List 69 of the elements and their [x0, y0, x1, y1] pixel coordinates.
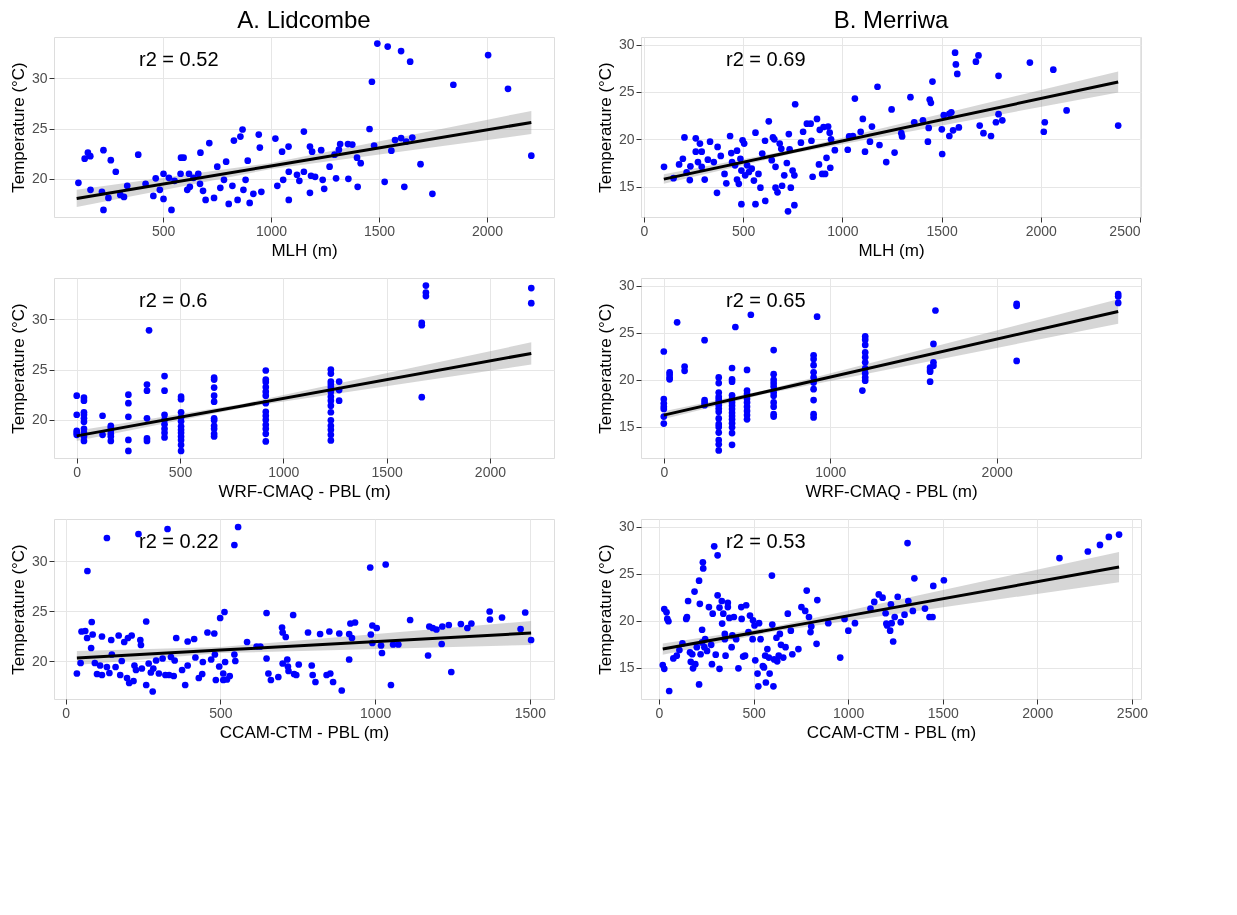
x-tick-label: 1000 — [833, 704, 865, 721]
x-axis-title: MLH (m) — [271, 240, 338, 260]
annotation: r2 = 0.22 — [139, 530, 219, 553]
y-tick-label: 25 — [31, 120, 48, 137]
y-tick-label: 30 — [618, 36, 635, 53]
y-tick-label: 30 — [618, 518, 635, 535]
annotation: r2 = 0.52 — [139, 48, 219, 71]
x-tick-label: 2000 — [981, 463, 1013, 480]
x-tick-label: 500 — [209, 704, 233, 721]
x-tick-label: 0 — [660, 463, 669, 480]
x-tick-label: 1500 — [371, 463, 403, 480]
x-tick-label: 1500 — [363, 222, 396, 239]
y-axis-title: Temperature (°C) — [8, 62, 28, 193]
y-tick-label: 15 — [618, 659, 635, 676]
chart-title: B. Merriwa — [833, 6, 949, 33]
x-tick-label: 500 — [732, 222, 756, 239]
annotation: r2 = 0.6 — [139, 289, 208, 312]
y-tick-label: 25 — [618, 324, 635, 341]
y-tick-label: 30 — [31, 552, 48, 569]
y-axis-title: Temperature (°C) — [8, 544, 28, 675]
x-tick-label: 2000 — [471, 222, 504, 239]
x-tick-label: 0 — [655, 704, 664, 721]
y-tick-label: 25 — [31, 361, 48, 378]
x-tick-label: 1000 — [360, 704, 392, 721]
x-tick-label: 500 — [168, 463, 193, 480]
x-tick-label: 1500 — [926, 222, 958, 239]
annotation: r2 = 0.65 — [726, 289, 806, 312]
y-tick-label: 30 — [618, 277, 635, 294]
y-tick-label: 30 — [31, 310, 48, 327]
x-axis-title: WRF-CMAQ - PBL (m) — [218, 481, 391, 501]
x-tick-label: 1000 — [268, 463, 300, 480]
y-tick-label: 20 — [618, 130, 635, 147]
x-tick-label: 1000 — [255, 222, 288, 239]
x-tick-label: 2000 — [1022, 704, 1054, 721]
y-tick-label: 20 — [31, 170, 48, 187]
x-tick-label: 2500 — [1109, 222, 1141, 239]
x-tick-label: 0 — [640, 222, 649, 239]
x-tick-label: 1000 — [815, 463, 847, 480]
x-tick-label: 2000 — [1025, 222, 1058, 239]
y-axis-title: Temperature (°C) — [595, 62, 615, 193]
y-tick-label: 30 — [31, 69, 48, 86]
x-axis-title: CCAM-CTM - PBL (m) — [219, 722, 390, 742]
x-axis-title: WRF-CMAQ - PBL (m) — [805, 481, 978, 501]
x-tick-label: 0 — [73, 463, 82, 480]
y-tick-label: 15 — [618, 418, 635, 435]
chart-title: A. Lidcombe — [237, 6, 371, 33]
annotation: r2 = 0.69 — [726, 48, 806, 71]
x-tick-label: 500 — [742, 704, 766, 721]
y-tick-label: 20 — [618, 371, 635, 388]
y-tick-label: 20 — [31, 411, 48, 428]
y-axis-title: Temperature (°C) — [8, 303, 28, 434]
x-tick-label: 0 — [62, 704, 71, 721]
y-tick-label: 15 — [618, 178, 635, 195]
y-tick-label: 25 — [31, 602, 48, 619]
y-axis-title: Temperature (°C) — [595, 544, 615, 675]
x-tick-label: 500 — [151, 222, 176, 239]
y-tick-label: 20 — [618, 612, 635, 629]
x-axis-title: MLH (m) — [858, 240, 925, 260]
y-axis-title: Temperature (°C) — [595, 303, 615, 434]
x-tick-label: 1500 — [514, 704, 547, 721]
y-tick-label: 20 — [31, 652, 48, 669]
y-tick-label: 25 — [618, 565, 635, 582]
x-tick-label: 2000 — [474, 463, 507, 480]
x-axis-title: CCAM-CTM - PBL (m) — [806, 722, 977, 742]
x-tick-label: 1000 — [827, 222, 859, 239]
annotation: r2 = 0.53 — [726, 530, 806, 553]
x-tick-label: 2500 — [1116, 704, 1149, 721]
x-tick-label: 1500 — [927, 704, 960, 721]
y-tick-label: 25 — [618, 83, 635, 100]
